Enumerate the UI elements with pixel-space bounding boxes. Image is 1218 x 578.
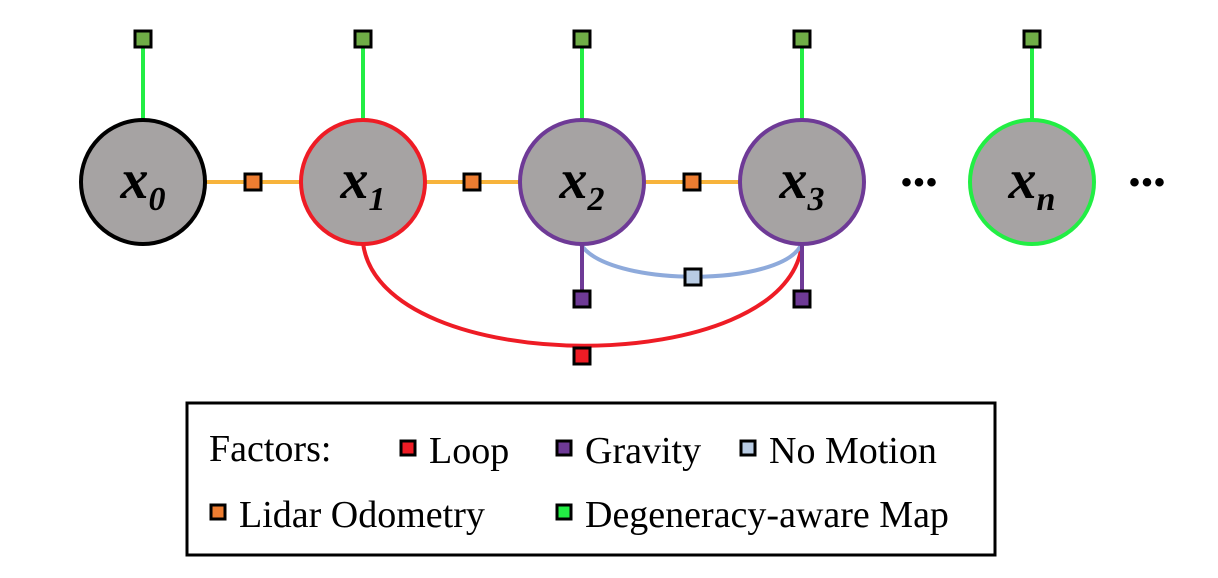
map-factor-x1	[353, 29, 373, 49]
node-xn-circle	[968, 118, 1096, 246]
node-x3-circle	[738, 118, 866, 246]
legend-lidar-label: Lidar Odometry	[239, 494, 485, 536]
node-xn-label: xn	[1008, 149, 1056, 218]
node-x0-label: x0	[120, 149, 166, 218]
map-factor-squares	[133, 29, 1042, 49]
legend-title: Factors:	[209, 428, 331, 470]
loop-factor-square	[572, 346, 592, 366]
node-x1: x1	[299, 118, 427, 246]
node-x1-label: x1	[340, 149, 386, 218]
node-x1-circle	[299, 118, 427, 246]
legend-gravity-swatch	[555, 439, 573, 457]
gravity-factor-x2	[572, 289, 592, 309]
node-x2: x2	[518, 118, 646, 246]
lidar-factor-squares	[243, 172, 702, 192]
node-x0: x0	[79, 118, 207, 246]
node-x2-circle	[518, 118, 646, 246]
ellipsis-middle: •••	[901, 166, 939, 199]
loop-factor-edge	[361, 242, 804, 348]
ellipsis-end: •••	[1129, 166, 1167, 199]
node-x2-label: x2	[559, 149, 605, 218]
gravity-factor-x3	[792, 289, 812, 309]
legend-map-label: Degeneracy-aware Map	[585, 494, 949, 536]
lidar-factor-x2-x3	[682, 172, 702, 192]
no-motion-factor-square	[683, 267, 703, 287]
map-factor-x3	[792, 29, 812, 49]
legend-no-motion-swatch	[739, 439, 757, 457]
lidar-factor-x0-x1	[243, 172, 263, 192]
legend-loop-label: Loop	[429, 430, 509, 472]
legend-lidar-swatch	[209, 503, 227, 521]
legend-loop-swatch	[399, 439, 417, 457]
node-x3-label: x3	[779, 149, 825, 218]
legend-no-motion-label: No Motion	[769, 430, 937, 472]
legend-box	[185, 401, 997, 557]
legend: Factors: Loop Gravity No Motion Lidar Od…	[185, 401, 997, 557]
legend-gravity-label: Gravity	[585, 430, 701, 472]
node-x3: x3	[738, 118, 866, 246]
map-factor-x2	[572, 29, 592, 49]
map-factor-xn	[1022, 29, 1042, 49]
node-xn: xn	[968, 118, 1096, 246]
legend-map-swatch	[555, 503, 573, 521]
lidar-factor-x1-x2	[462, 172, 482, 192]
map-factor-x0	[133, 29, 153, 49]
map-factor-edges	[141, 46, 1034, 122]
node-x0-circle	[79, 118, 207, 246]
